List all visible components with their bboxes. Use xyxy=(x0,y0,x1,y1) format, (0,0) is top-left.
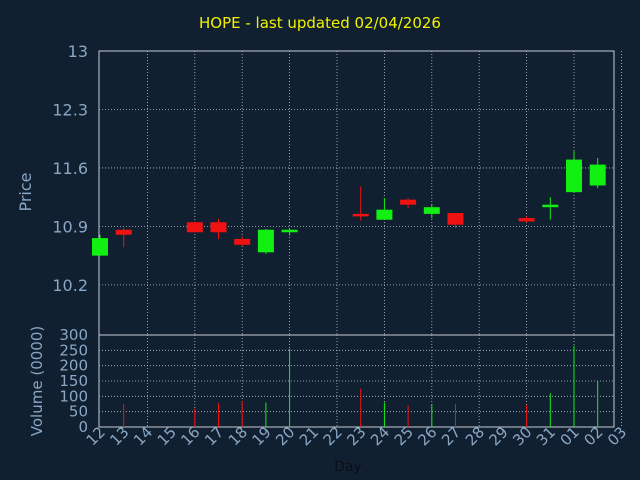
candle-body xyxy=(186,222,203,233)
candle-body xyxy=(115,229,132,235)
volume-axis-label: Volume (0000) xyxy=(28,326,46,436)
candle-body xyxy=(589,164,606,186)
candle-body xyxy=(400,199,417,205)
volume-tick-label: 300 xyxy=(59,326,88,344)
volume-tick-label: 50 xyxy=(69,403,88,421)
volume-tick-label: 150 xyxy=(59,372,88,390)
candle-body xyxy=(447,213,464,225)
volume-tick-label: 100 xyxy=(59,387,88,405)
candle-body xyxy=(210,222,227,233)
volume-tick-label: 250 xyxy=(59,341,88,359)
price-tick-label: 10.9 xyxy=(52,217,88,236)
price-tick-label: 13 xyxy=(68,42,88,61)
price-tick-label: 11.6 xyxy=(52,159,88,178)
candle-body xyxy=(518,218,535,222)
candle-body xyxy=(542,204,559,208)
price-tick-label: 12.3 xyxy=(52,100,88,119)
volume-panel-frame xyxy=(98,334,615,428)
price-tick-label: 10.2 xyxy=(52,276,88,295)
candle-body xyxy=(234,238,251,245)
candle-body xyxy=(281,229,298,233)
price-panel-frame xyxy=(98,50,615,336)
candle-body xyxy=(423,207,440,214)
candle-body xyxy=(352,213,369,217)
candle-body xyxy=(257,229,274,253)
candle-body xyxy=(566,159,582,193)
volume-tick-label: 0 xyxy=(78,418,88,436)
chart-title: HOPE - last updated 02/04/2026 xyxy=(199,14,441,32)
price-axis-label: Price xyxy=(16,172,35,211)
volume-tick-label: 200 xyxy=(59,357,88,375)
candle-body xyxy=(376,209,393,220)
x-axis-label: Day xyxy=(334,459,362,475)
candle-body xyxy=(92,238,108,256)
